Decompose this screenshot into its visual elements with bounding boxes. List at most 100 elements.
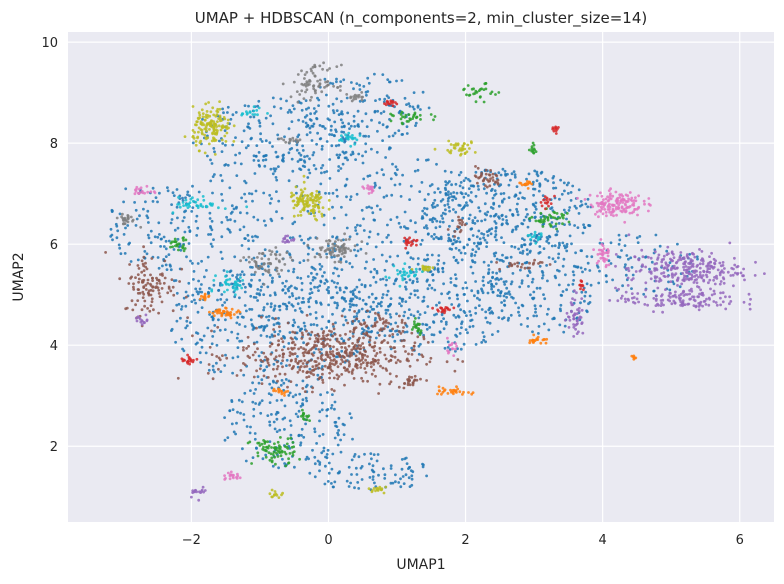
- cluster-point: [373, 323, 377, 327]
- noise-point: [298, 234, 302, 238]
- cluster-point: [312, 345, 316, 349]
- cluster-point: [605, 258, 609, 262]
- cluster-point: [624, 193, 628, 197]
- noise-point: [295, 143, 299, 147]
- cluster-point: [267, 257, 271, 261]
- noise-point: [491, 196, 495, 200]
- noise-point: [252, 215, 256, 219]
- cluster-point: [151, 285, 155, 289]
- cluster-point: [397, 330, 401, 333]
- cluster-point: [705, 297, 708, 301]
- noise-point: [331, 191, 335, 195]
- noise-point: [518, 314, 521, 317]
- noise-point: [547, 234, 551, 238]
- noise-point: [285, 358, 289, 362]
- noise-point: [313, 285, 316, 289]
- cluster-point: [169, 245, 172, 249]
- noise-point: [470, 252, 474, 256]
- noise-point: [576, 226, 580, 230]
- cluster-point: [318, 64, 322, 68]
- noise-point: [428, 218, 432, 222]
- noise-point: [315, 323, 319, 327]
- noise-point: [568, 206, 572, 209]
- cluster-point: [748, 302, 752, 306]
- noise-point: [330, 144, 334, 148]
- cluster-point: [398, 271, 402, 275]
- cluster-point: [446, 228, 450, 231]
- cluster-point: [212, 120, 216, 123]
- noise-point: [443, 169, 447, 173]
- noise-point: [535, 170, 539, 174]
- noise-point: [349, 290, 353, 294]
- noise-point: [302, 341, 305, 345]
- cluster-point: [158, 295, 162, 298]
- noise-point: [316, 131, 319, 135]
- noise-point: [516, 224, 519, 228]
- noise-point: [327, 289, 330, 293]
- noise-point: [386, 308, 390, 312]
- noise-point: [523, 238, 526, 242]
- noise-point: [294, 393, 298, 397]
- cluster-point: [272, 450, 276, 454]
- noise-point: [440, 320, 443, 323]
- noise-point: [327, 192, 331, 195]
- cluster-point: [210, 353, 214, 356]
- cluster-point: [155, 276, 158, 280]
- noise-point: [476, 291, 480, 295]
- cluster-point: [361, 361, 365, 364]
- noise-point: [205, 269, 208, 272]
- noise-point: [243, 391, 247, 395]
- noise-point: [452, 238, 456, 242]
- noise-point: [506, 292, 509, 295]
- noise-point: [526, 225, 530, 229]
- cluster-point: [283, 263, 287, 266]
- noise-point: [275, 417, 279, 421]
- noise-point: [242, 129, 246, 133]
- cluster-point: [292, 237, 296, 241]
- cluster-point: [301, 415, 305, 418]
- noise-point: [170, 218, 174, 221]
- cluster-point: [172, 293, 176, 297]
- noise-point: [492, 285, 496, 288]
- noise-point: [301, 149, 305, 152]
- noise-point: [537, 325, 541, 328]
- cluster-point: [709, 287, 712, 291]
- noise-point: [380, 168, 384, 172]
- noise-point: [268, 423, 272, 427]
- noise-point: [385, 278, 388, 282]
- noise-point: [307, 106, 310, 110]
- noise-point: [333, 407, 336, 411]
- cluster-point: [384, 275, 388, 279]
- noise-point: [275, 399, 279, 402]
- noise-point: [317, 98, 321, 102]
- noise-point: [418, 190, 422, 194]
- noise-point: [559, 178, 562, 182]
- cluster-point: [171, 309, 175, 313]
- cluster-point: [626, 276, 630, 280]
- cluster-point: [253, 270, 257, 274]
- noise-point: [224, 318, 227, 322]
- cluster-point: [319, 255, 323, 259]
- cluster-point: [675, 260, 679, 264]
- cluster-point: [418, 322, 421, 326]
- noise-point: [157, 221, 161, 225]
- noise-point: [491, 290, 495, 294]
- noise-point: [209, 225, 212, 228]
- cluster-point: [602, 205, 605, 209]
- noise-point: [196, 226, 200, 230]
- noise-point: [259, 289, 263, 292]
- noise-point: [314, 347, 318, 351]
- noise-point: [295, 401, 299, 405]
- noise-point: [586, 197, 590, 201]
- cluster-point: [285, 442, 289, 446]
- cluster-point: [144, 313, 148, 317]
- noise-point: [319, 301, 322, 305]
- cluster-point: [194, 140, 198, 143]
- cluster-point: [382, 327, 386, 331]
- cluster-point: [314, 193, 318, 197]
- cluster-point: [163, 276, 167, 280]
- cluster-point: [700, 250, 704, 253]
- noise-point: [431, 340, 435, 344]
- cluster-point: [369, 185, 373, 189]
- noise-point: [388, 329, 392, 333]
